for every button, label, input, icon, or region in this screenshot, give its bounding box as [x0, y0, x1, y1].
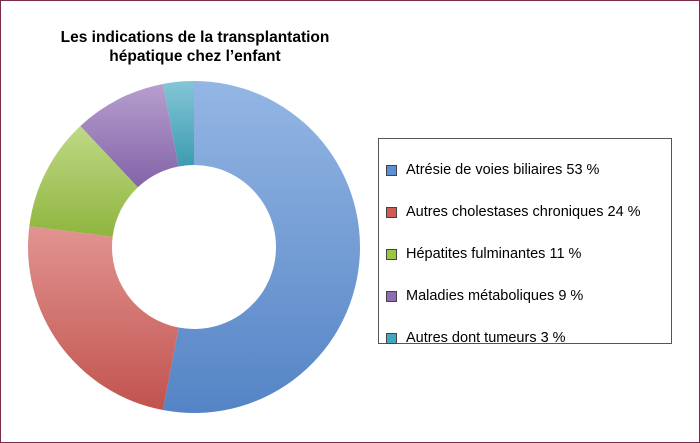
legend-label-4: Maladies métaboliques 9 % — [406, 288, 584, 304]
chart-legend: Atrésie de voies biliaires 53 % Autres ch… — [378, 138, 672, 346]
legend-label-5: Autres dont tumeurs 3 % — [406, 330, 566, 346]
legend-item-4: Maladies métaboliques 9 % — [386, 275, 671, 317]
chart-title: Les indications de la transplantation hé… — [30, 28, 360, 66]
legend-item-2: Autres cholestases chroniques 24 % — [386, 191, 671, 233]
chart-title-line-1: Les indications de la transplantation — [60, 29, 330, 46]
legend-swatch-3 — [386, 248, 397, 260]
donut-slice-5 — [162, 81, 194, 167]
legend-swatch-2 — [386, 206, 397, 218]
legend-swatch-4 — [386, 290, 397, 302]
legend-item-3: Hépatites fulminantes 11 % — [386, 233, 671, 275]
legend-item-1: Atrésie de voies biliaires 53 % — [386, 149, 671, 191]
legend-swatch-1 — [386, 164, 397, 176]
legend-label-1: Atrésie de voies biliaires 53 % — [406, 162, 600, 178]
chart-title-line-2: hépatique chez l’enfant — [109, 48, 281, 65]
legend-label-3: Hépatites fulminantes 11 % — [406, 246, 582, 262]
donut-slice-1 — [162, 81, 361, 413]
donut-slice-4 — [80, 83, 179, 188]
legend-label-2: Autres cholestases chroniques 24 % — [406, 204, 641, 220]
donut-slice-2 — [27, 226, 179, 411]
legend-swatch-5 — [386, 332, 397, 344]
legend-item-5: Autres dont tumeurs 3 % — [386, 317, 671, 359]
donut-slice-3 — [29, 125, 138, 237]
